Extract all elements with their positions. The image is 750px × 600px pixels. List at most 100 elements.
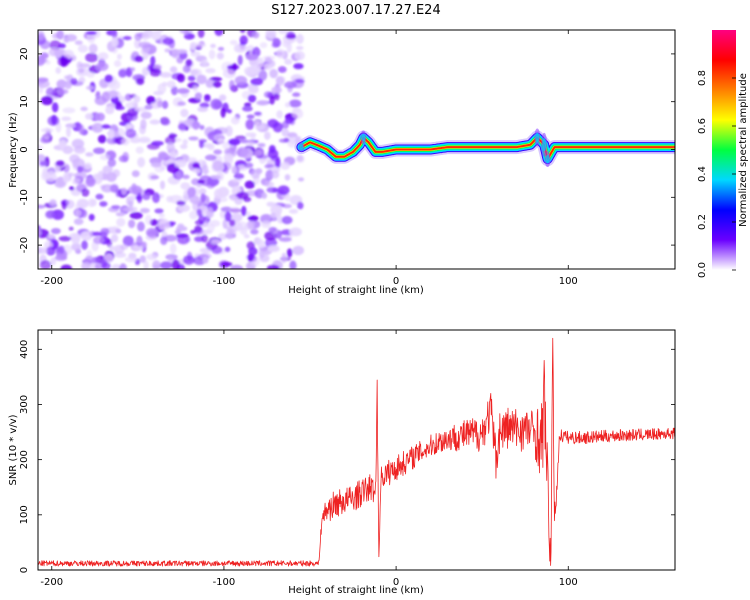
noise-blob bbox=[75, 121, 81, 131]
noise-blob bbox=[182, 192, 190, 203]
colorbar-gradient bbox=[712, 30, 736, 270]
noise-blob bbox=[109, 245, 116, 251]
noise-blob bbox=[113, 60, 122, 68]
noise-blob bbox=[281, 216, 293, 225]
noise-blob bbox=[198, 214, 205, 225]
noise-blob bbox=[197, 106, 209, 113]
noise-blob bbox=[272, 187, 278, 193]
noise-blob bbox=[162, 100, 169, 109]
noise-blob bbox=[296, 33, 304, 44]
noise-blob bbox=[199, 141, 205, 149]
noise-blob bbox=[252, 31, 260, 39]
noise-blob bbox=[192, 85, 199, 93]
noise-blob bbox=[134, 107, 148, 112]
noise-blob bbox=[76, 165, 84, 173]
spectrogram-y-tick-label: -10 bbox=[19, 189, 30, 205]
noise-blob bbox=[94, 95, 107, 106]
noise-blob bbox=[69, 154, 80, 164]
noise-blob bbox=[118, 155, 128, 163]
noise-blob bbox=[189, 41, 197, 50]
noise-blob bbox=[99, 154, 110, 161]
noise-blob bbox=[71, 138, 85, 149]
noise-blob bbox=[236, 45, 248, 52]
noise-blob bbox=[171, 259, 180, 269]
noise-blob bbox=[64, 199, 75, 209]
noise-blob bbox=[45, 210, 56, 219]
noise-blob bbox=[65, 123, 77, 129]
noise-blob bbox=[269, 68, 278, 79]
noise-blob bbox=[289, 227, 303, 237]
noise-blob bbox=[204, 96, 211, 103]
noise-blob bbox=[160, 236, 168, 245]
noise-blob bbox=[202, 143, 214, 148]
noise-blob bbox=[212, 81, 222, 88]
spectrogram-x-axis-label: Height of straight line (km) bbox=[288, 285, 424, 296]
noise-blob bbox=[187, 75, 196, 82]
noise-blob bbox=[131, 170, 140, 178]
noise-blob bbox=[49, 40, 61, 51]
noise-blob bbox=[283, 137, 290, 143]
noise-blob bbox=[130, 67, 136, 72]
noise-blob bbox=[73, 145, 86, 154]
noise-blob bbox=[138, 41, 152, 49]
noise-blob bbox=[213, 188, 224, 200]
noise-blob bbox=[245, 66, 259, 78]
noise-blob bbox=[224, 211, 232, 222]
noise-blob bbox=[247, 94, 257, 103]
noise-blob bbox=[189, 210, 198, 220]
noise-blob bbox=[38, 229, 42, 237]
noise-blob bbox=[38, 144, 44, 151]
noise-blob bbox=[291, 108, 304, 119]
noise-blob bbox=[267, 245, 280, 251]
noise-blob bbox=[38, 77, 49, 83]
noise-blob bbox=[205, 79, 215, 88]
noise-blob bbox=[281, 252, 287, 264]
noise-blob bbox=[115, 212, 126, 217]
noise-blob bbox=[108, 90, 119, 99]
noise-blob bbox=[241, 205, 247, 217]
noise-blob bbox=[120, 187, 128, 195]
noise-blob bbox=[150, 30, 162, 41]
noise-blob bbox=[90, 198, 97, 207]
noise-blob bbox=[257, 148, 265, 156]
noise-blob bbox=[119, 263, 127, 269]
spectrogram-y-tick-label: -20 bbox=[19, 237, 30, 253]
noise-blob bbox=[284, 102, 291, 108]
noise-blob bbox=[228, 138, 241, 146]
noise-blob bbox=[85, 30, 98, 36]
noise-blob bbox=[293, 63, 304, 70]
noise-blob bbox=[250, 168, 261, 179]
noise-blob bbox=[92, 231, 102, 236]
noise-blob bbox=[158, 152, 170, 161]
noise-blob bbox=[296, 154, 304, 162]
snr-x-axis-label: Height of straight line (km) bbox=[288, 585, 424, 596]
noise-blob bbox=[170, 85, 178, 96]
noise-blob bbox=[188, 136, 199, 141]
noise-blob bbox=[149, 119, 161, 125]
noise-blob bbox=[176, 200, 186, 206]
noise-blob bbox=[96, 112, 105, 122]
noise-blob bbox=[210, 98, 223, 110]
noise-blob bbox=[80, 106, 88, 112]
colorbar-ticks: 0.0 0.2 0.4 0.6 0.8 bbox=[697, 70, 736, 278]
noise-blob bbox=[281, 128, 290, 137]
noise-blob bbox=[216, 52, 224, 60]
noise-blob bbox=[76, 209, 82, 217]
noise-blob bbox=[128, 219, 136, 229]
noise-blob bbox=[65, 126, 72, 138]
spectrogram-y-tick-label: 0 bbox=[19, 146, 30, 152]
noise-blob bbox=[265, 169, 274, 181]
noise-blob bbox=[177, 101, 186, 106]
noise-blob bbox=[256, 57, 264, 69]
noise-blob bbox=[289, 260, 297, 269]
noise-blob bbox=[159, 71, 172, 78]
noise-blob bbox=[39, 160, 47, 167]
noise-blob bbox=[88, 43, 98, 54]
noise-blob bbox=[76, 198, 89, 209]
noise-blob bbox=[271, 86, 282, 94]
noise-blob bbox=[49, 199, 57, 207]
spectrogram-signal-track bbox=[294, 128, 675, 168]
noise-blob bbox=[54, 165, 61, 173]
